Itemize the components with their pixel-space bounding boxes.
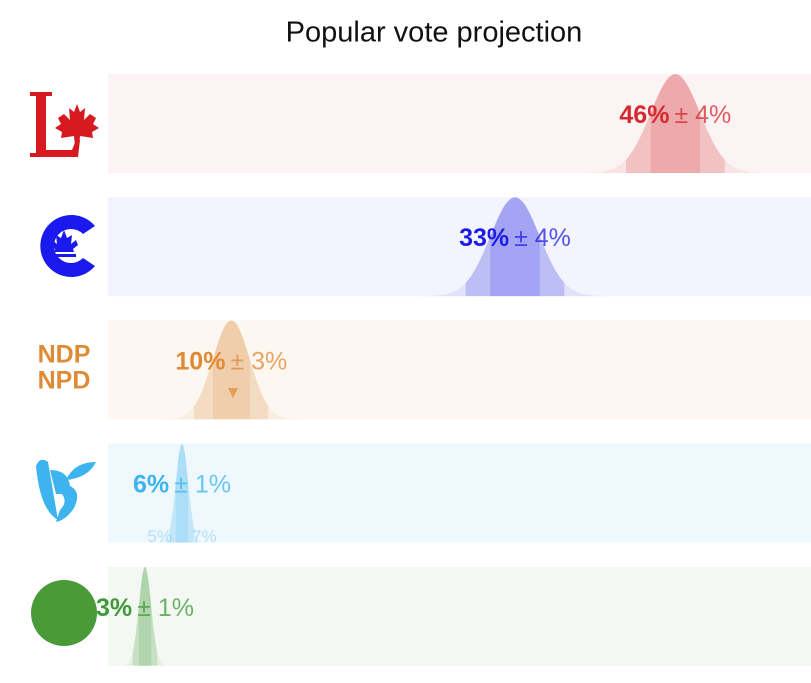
value-label: 3% ± 1% [96,593,194,621]
row-background [108,197,811,297]
error-text: ± 4% [674,101,731,129]
rows: 46% ± 4%33% ± 4%10% ± 3%6% ± 1%5% 7%3% ± 1% [96,74,811,666]
liberal-logo [30,92,99,157]
value-label: 46% ± 4% [619,101,731,129]
value-label: 10% ± 3% [175,347,287,375]
value-text: 46% [619,101,669,129]
error-text: ± 1% [137,593,194,621]
row-background [108,443,811,543]
chart-title: Popular vote projection [286,17,583,49]
value-text: 3% [96,593,132,621]
value-label: 6% ± 1% [133,470,231,498]
logo-text: NPD [38,367,91,395]
green-logo [31,580,97,646]
range-label: 7% [192,527,217,546]
error-text: ± 1% [174,470,231,498]
error-text: ± 3% [230,347,287,375]
bloc-logo [36,459,96,522]
distribution-curve [154,443,210,543]
decoration [228,388,238,398]
distribution-curve [564,74,787,173]
value-text: 6% [133,470,169,498]
row-background [108,320,811,420]
core-band [138,566,152,666]
value-text: 10% [175,347,225,375]
error-text: ± 4% [514,224,571,252]
row-background [108,566,811,666]
conservative-logo [40,215,95,277]
ndp-logo: NDP NPD [38,341,91,395]
row-background [108,74,811,173]
value-label: 33% ± 4% [459,224,571,252]
distribution-curve [404,197,626,297]
distribution-curve [117,566,173,666]
logo-text: NDP [38,341,91,369]
range-label: 5% [147,527,172,546]
core-band [175,443,189,543]
distribution-curve [148,320,315,420]
value-text: 33% [459,224,509,252]
